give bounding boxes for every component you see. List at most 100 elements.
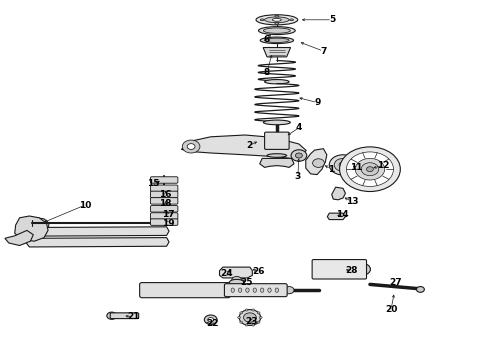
Ellipse shape xyxy=(256,15,297,25)
Circle shape xyxy=(355,264,370,275)
Circle shape xyxy=(182,140,200,153)
Circle shape xyxy=(346,152,393,186)
Text: 6: 6 xyxy=(264,35,270,44)
Circle shape xyxy=(295,153,302,158)
Ellipse shape xyxy=(240,312,243,314)
FancyBboxPatch shape xyxy=(150,177,178,183)
Circle shape xyxy=(284,287,294,294)
Circle shape xyxy=(319,266,328,273)
Circle shape xyxy=(313,159,324,167)
Ellipse shape xyxy=(253,288,257,292)
Ellipse shape xyxy=(259,316,262,319)
Ellipse shape xyxy=(257,321,260,323)
Text: 2: 2 xyxy=(246,141,252,150)
Ellipse shape xyxy=(275,15,279,17)
Text: 9: 9 xyxy=(314,98,321,107)
Text: 20: 20 xyxy=(385,305,397,314)
Text: 23: 23 xyxy=(245,317,258,325)
Circle shape xyxy=(107,312,117,319)
Text: 13: 13 xyxy=(345,197,358,206)
Polygon shape xyxy=(327,213,345,220)
FancyBboxPatch shape xyxy=(150,213,178,219)
Ellipse shape xyxy=(267,154,287,157)
FancyBboxPatch shape xyxy=(265,132,289,149)
Text: 16: 16 xyxy=(159,190,172,199)
Text: 3: 3 xyxy=(295,172,301,181)
Circle shape xyxy=(367,167,373,172)
Ellipse shape xyxy=(252,309,255,311)
Polygon shape xyxy=(263,48,291,57)
FancyBboxPatch shape xyxy=(110,313,139,319)
Text: 27: 27 xyxy=(390,278,402,287)
Ellipse shape xyxy=(245,324,248,326)
FancyBboxPatch shape xyxy=(140,283,230,298)
Text: 17: 17 xyxy=(162,210,174,219)
Ellipse shape xyxy=(245,288,249,292)
Circle shape xyxy=(239,310,261,325)
Text: 25: 25 xyxy=(240,278,253,287)
Text: 5: 5 xyxy=(329,15,335,24)
Ellipse shape xyxy=(272,18,281,21)
Ellipse shape xyxy=(240,321,243,323)
Ellipse shape xyxy=(265,38,289,42)
Circle shape xyxy=(232,276,242,284)
FancyBboxPatch shape xyxy=(150,219,178,225)
Ellipse shape xyxy=(264,28,290,33)
Circle shape xyxy=(359,266,367,272)
Circle shape xyxy=(348,266,357,273)
Text: 21: 21 xyxy=(127,312,140,321)
Circle shape xyxy=(244,313,256,322)
Circle shape xyxy=(340,147,400,192)
Text: 26: 26 xyxy=(252,267,265,276)
Text: 15: 15 xyxy=(147,179,160,188)
Polygon shape xyxy=(181,135,306,158)
Circle shape xyxy=(339,162,347,168)
FancyBboxPatch shape xyxy=(150,206,178,212)
Ellipse shape xyxy=(252,324,255,326)
Text: 24: 24 xyxy=(220,269,233,278)
Text: 8: 8 xyxy=(264,68,270,77)
Circle shape xyxy=(208,318,214,322)
Text: 4: 4 xyxy=(295,123,302,132)
Circle shape xyxy=(329,155,357,175)
Polygon shape xyxy=(306,149,327,175)
FancyBboxPatch shape xyxy=(312,260,367,279)
Text: 19: 19 xyxy=(162,220,174,229)
Ellipse shape xyxy=(268,288,271,292)
Ellipse shape xyxy=(290,19,294,21)
Ellipse shape xyxy=(260,37,294,44)
Polygon shape xyxy=(260,158,294,167)
Polygon shape xyxy=(27,218,49,235)
Circle shape xyxy=(187,144,195,149)
Circle shape xyxy=(416,287,424,292)
Ellipse shape xyxy=(275,23,279,24)
Ellipse shape xyxy=(259,27,295,35)
Ellipse shape xyxy=(260,19,264,21)
Text: 22: 22 xyxy=(206,320,219,328)
Ellipse shape xyxy=(275,288,278,292)
Ellipse shape xyxy=(231,288,234,292)
Ellipse shape xyxy=(245,309,248,311)
Circle shape xyxy=(204,315,217,324)
Text: 12: 12 xyxy=(377,161,390,170)
Text: 10: 10 xyxy=(78,201,91,210)
FancyBboxPatch shape xyxy=(150,198,178,204)
Polygon shape xyxy=(332,187,345,200)
Polygon shape xyxy=(26,238,169,247)
Text: 14: 14 xyxy=(336,210,348,219)
FancyBboxPatch shape xyxy=(150,191,178,198)
Polygon shape xyxy=(24,227,169,236)
FancyBboxPatch shape xyxy=(150,185,178,192)
Polygon shape xyxy=(15,216,48,241)
Polygon shape xyxy=(220,267,252,278)
Circle shape xyxy=(339,266,347,273)
Text: 7: 7 xyxy=(320,47,327,56)
Ellipse shape xyxy=(265,17,289,23)
Ellipse shape xyxy=(261,288,264,292)
Text: 28: 28 xyxy=(345,266,358,275)
Text: 1: 1 xyxy=(328,165,334,174)
Ellipse shape xyxy=(265,80,289,84)
Ellipse shape xyxy=(257,312,260,314)
Text: 18: 18 xyxy=(159,199,172,208)
Ellipse shape xyxy=(238,288,242,292)
